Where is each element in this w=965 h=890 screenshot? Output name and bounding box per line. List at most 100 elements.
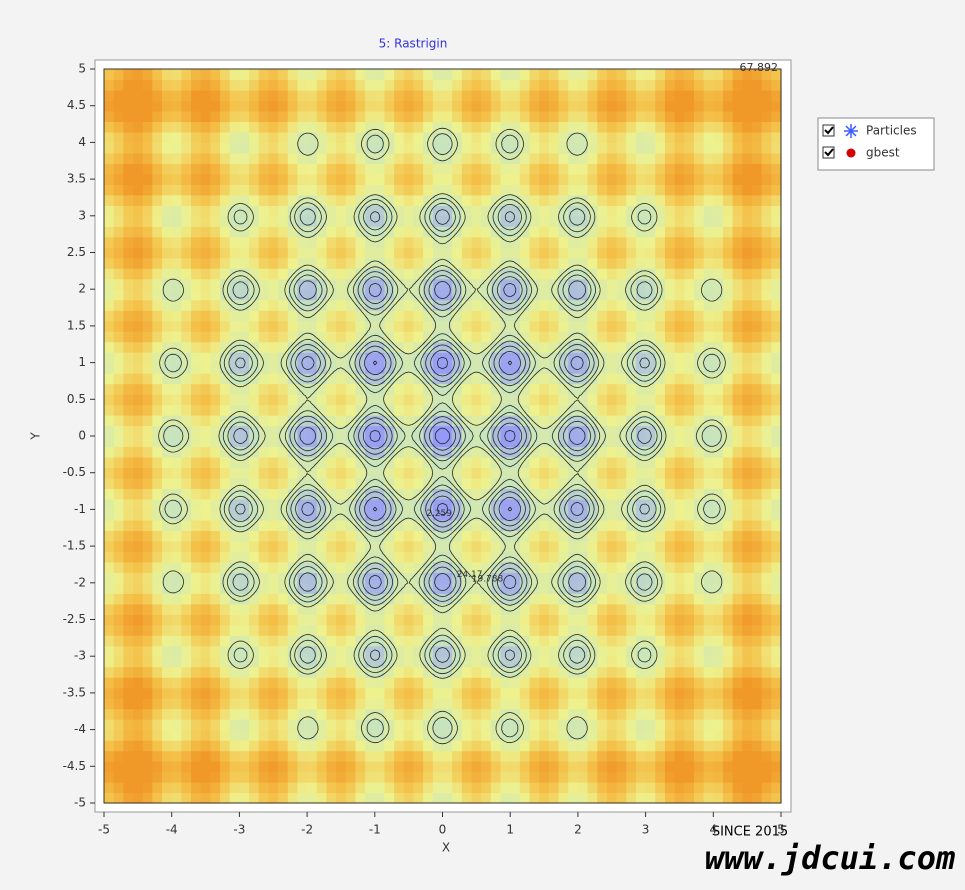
field-cell (761, 173, 772, 185)
field-cell (645, 740, 656, 752)
field-cell (693, 278, 705, 290)
field-cell (471, 373, 482, 385)
field-cell (558, 729, 569, 741)
field-cell (452, 677, 463, 689)
field-cell (345, 194, 357, 206)
field-cell (771, 331, 782, 343)
field-cell (152, 205, 163, 217)
field-cell (510, 761, 521, 773)
field-cell (413, 561, 424, 573)
field-cell (258, 677, 270, 689)
field-cell (684, 477, 695, 490)
field-cell (345, 142, 357, 154)
field-cell (616, 215, 627, 227)
field-cell (674, 572, 685, 584)
field-cell (200, 551, 211, 563)
field-cell (210, 205, 221, 217)
field-cell (307, 268, 318, 280)
field-cell (587, 152, 598, 164)
field-cell (548, 635, 560, 647)
field-cell (355, 540, 366, 552)
field-cell (413, 194, 424, 206)
field-cell (693, 226, 705, 238)
field-cell (577, 69, 589, 81)
field-cell (268, 373, 279, 385)
field-cell (471, 792, 482, 804)
field-cell (104, 467, 115, 479)
field-cell (616, 278, 627, 290)
field-cell (510, 677, 521, 689)
field-cell (635, 436, 647, 448)
field-cell (220, 310, 231, 322)
field-cell (519, 687, 531, 699)
field-cell (771, 352, 782, 364)
field-cell (297, 184, 308, 196)
field-cell (519, 740, 531, 752)
field-cell (577, 110, 589, 123)
field-cell (577, 299, 589, 311)
field-cell (423, 498, 434, 510)
field-cell (674, 782, 685, 794)
field-cell (229, 446, 240, 458)
field-cell (355, 582, 366, 594)
field-cell (742, 488, 753, 500)
field-cell (587, 194, 598, 206)
field-cell (307, 247, 318, 259)
field-cell (481, 268, 492, 280)
field-cell (229, 215, 240, 227)
field-cell (142, 614, 153, 626)
field-cell (278, 89, 289, 102)
field-cell (336, 194, 347, 206)
field-cell (181, 205, 192, 217)
field-cell (490, 79, 502, 91)
field-cell (133, 121, 144, 133)
field-cell (104, 666, 115, 678)
field-cell (287, 278, 299, 290)
field-cell (133, 289, 144, 301)
field-cell (345, 373, 357, 385)
field-cell (771, 708, 782, 720)
field-cell (200, 446, 211, 458)
field-cell (307, 792, 318, 804)
field-cell (587, 446, 598, 458)
field-cell (326, 215, 337, 227)
field-cell (664, 582, 676, 594)
field-cell (635, 79, 647, 91)
field-cell (664, 341, 676, 353)
field-cell (326, 750, 337, 762)
field-cell (249, 79, 260, 91)
field-cell (626, 425, 637, 437)
field-cell (645, 310, 656, 322)
field-cell (732, 771, 743, 783)
field-cell (162, 100, 173, 112)
field-cell (626, 708, 637, 720)
field-cell (316, 561, 328, 573)
field-cell (761, 519, 772, 531)
field-cell (490, 110, 502, 123)
field-cell (297, 719, 308, 731)
field-cell (403, 530, 415, 542)
field-cell (732, 488, 743, 500)
field-cell (452, 750, 463, 762)
field-cell (471, 289, 482, 301)
field-cell (761, 572, 772, 584)
field-cell (200, 341, 211, 353)
field-cell (365, 257, 376, 269)
field-cell (133, 792, 144, 804)
field-cell (510, 331, 521, 343)
field-cell (336, 519, 347, 531)
field-cell (104, 687, 115, 699)
field-cell (461, 477, 473, 490)
legend-checkbox[interactable] (822, 124, 835, 137)
field-cell (133, 236, 144, 248)
field-cell (142, 394, 153, 406)
field-cell (278, 247, 289, 259)
field-cell (626, 110, 637, 123)
field-cell (123, 614, 134, 626)
field-cell (587, 708, 598, 720)
field-cell (403, 719, 415, 731)
field-cell (471, 320, 482, 332)
field-cell (761, 100, 772, 112)
legend-checkbox[interactable] (822, 146, 835, 159)
field-cell (307, 110, 318, 123)
